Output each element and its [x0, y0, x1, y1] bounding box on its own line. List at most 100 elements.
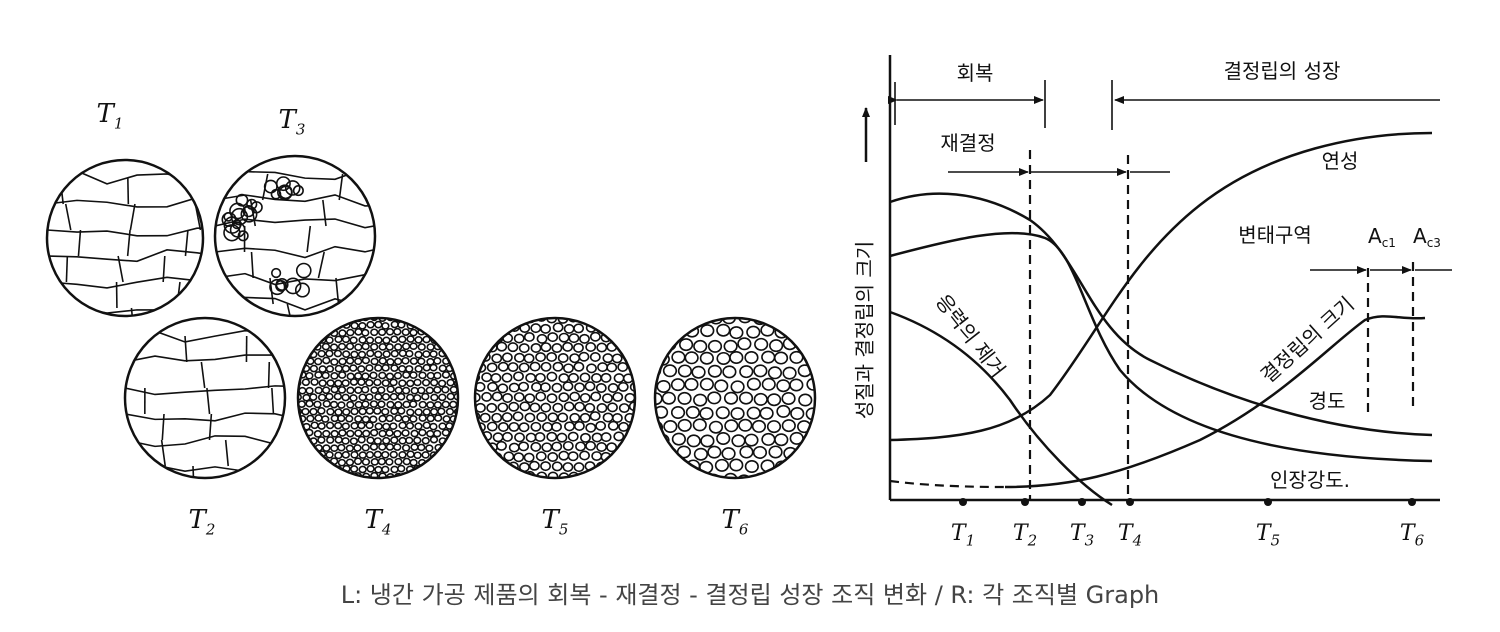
- grain: [386, 430, 393, 436]
- micrograph-outline: [47, 160, 203, 316]
- label-sub: 6: [739, 521, 749, 539]
- grain-boundary: [215, 245, 395, 257]
- grain: [585, 404, 594, 412]
- grain: [520, 344, 529, 352]
- grain: [390, 452, 397, 458]
- grain: [731, 408, 744, 419]
- grain: [435, 473, 442, 479]
- grain: [679, 365, 692, 376]
- grain: [515, 313, 524, 321]
- grain: [382, 409, 389, 415]
- grain: [315, 431, 322, 437]
- grain: [435, 329, 442, 335]
- grain: [664, 475, 677, 486]
- grain: [508, 363, 517, 371]
- grain: [414, 480, 421, 486]
- grain: [438, 322, 445, 328]
- label-base: T: [279, 105, 298, 135]
- grain: [574, 344, 583, 352]
- grain: [762, 351, 775, 362]
- grain: [347, 402, 354, 408]
- grain: [339, 372, 346, 378]
- grain: [299, 445, 306, 451]
- grain: [430, 365, 437, 371]
- grain: [331, 402, 338, 408]
- grain: [745, 434, 758, 445]
- grain: [403, 445, 410, 451]
- grain: [525, 333, 534, 341]
- grain: [710, 422, 723, 433]
- grain: [454, 321, 461, 327]
- grain: [358, 422, 365, 428]
- ac3-label: Ac3: [1413, 224, 1441, 250]
- grain: [379, 329, 386, 335]
- grain: [510, 443, 519, 451]
- grain: [459, 474, 466, 480]
- grain: [673, 433, 686, 444]
- grain: [740, 446, 753, 457]
- grain: [439, 465, 446, 471]
- grain: [548, 472, 557, 480]
- grain: [327, 380, 334, 386]
- grain: [399, 336, 406, 342]
- grain: [355, 430, 362, 436]
- grain: [738, 338, 751, 349]
- grain: [459, 344, 466, 350]
- grain-boundary: [47, 198, 227, 207]
- grain: [331, 445, 338, 451]
- grain: [520, 363, 529, 371]
- grain: [739, 420, 752, 431]
- grain: [379, 416, 386, 422]
- grain: [306, 460, 313, 466]
- grain: [458, 358, 465, 364]
- grain: [515, 433, 524, 441]
- grain: [509, 403, 518, 411]
- grain: [585, 483, 594, 491]
- grain: [395, 402, 402, 408]
- grain: [535, 433, 544, 441]
- grain: [331, 359, 338, 365]
- grain: [487, 461, 496, 469]
- grain: [613, 313, 622, 321]
- grain-boundary: [162, 440, 166, 466]
- grain: [814, 447, 827, 458]
- grain: [335, 350, 342, 356]
- grain: [314, 401, 321, 407]
- grain: [552, 442, 561, 450]
- label-base: T: [97, 99, 116, 129]
- grain: [586, 424, 595, 432]
- grain: [613, 393, 622, 401]
- grain: [678, 393, 691, 404]
- grain: [403, 458, 410, 464]
- grain: [343, 351, 350, 357]
- grain: [351, 351, 358, 357]
- grain-boundary: [201, 362, 204, 388]
- grain: [552, 384, 561, 392]
- micrograph: [647, 311, 835, 487]
- grain: [407, 380, 414, 386]
- grain: [358, 366, 365, 372]
- grain: [406, 351, 413, 357]
- grain: [754, 447, 767, 458]
- grain: [422, 481, 429, 487]
- grain: [641, 344, 650, 352]
- grain: [685, 352, 698, 363]
- grain: [414, 452, 421, 458]
- grain: [323, 474, 330, 480]
- label-sub: 4: [1132, 532, 1143, 550]
- grain: [613, 472, 622, 480]
- micrograph-outline: [125, 318, 285, 478]
- grain: [725, 393, 738, 404]
- grain: [619, 383, 628, 391]
- grain: [382, 380, 389, 386]
- grain: [450, 330, 457, 336]
- grain: [575, 422, 584, 430]
- grain: [613, 354, 622, 362]
- grain: [447, 393, 454, 399]
- grain-boundary: [125, 463, 305, 471]
- grain: [625, 453, 634, 461]
- label-sub: 2: [1027, 532, 1038, 550]
- grain: [515, 473, 524, 481]
- grain: [459, 445, 466, 451]
